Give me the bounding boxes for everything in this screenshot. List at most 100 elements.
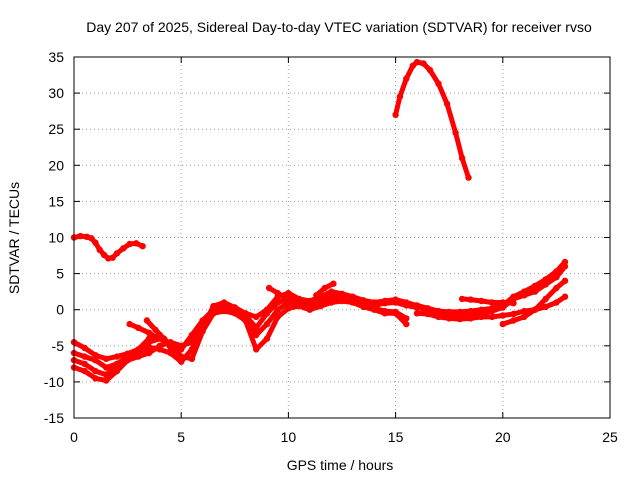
data-point [77, 232, 84, 240]
data-point [499, 320, 506, 328]
data-point [313, 292, 320, 299]
data-point [521, 307, 528, 315]
data-point [306, 297, 313, 305]
data-point [96, 246, 103, 253]
data-point [510, 300, 517, 307]
y-tick-label: 5 [56, 266, 64, 282]
data-point [81, 353, 88, 360]
data-point [113, 362, 121, 370]
data-point [265, 284, 273, 292]
y-tick-label: -5 [52, 338, 65, 354]
data-point [542, 295, 549, 303]
x-tick-label: 15 [388, 429, 404, 445]
data-point [561, 277, 569, 284]
data-point [424, 305, 431, 312]
data-point [169, 348, 176, 355]
data-point [274, 289, 281, 297]
data-point [435, 307, 442, 315]
data-point [124, 355, 131, 362]
y-tick-label: 20 [48, 157, 64, 173]
data-point [413, 302, 421, 309]
data-point [435, 313, 442, 321]
x-axis-label: GPS time / hours [287, 457, 394, 473]
x-tick-label: 25 [602, 429, 618, 445]
x-tick-label: 0 [70, 429, 78, 445]
data-point [392, 111, 399, 119]
data-series [70, 58, 569, 384]
data-point [126, 240, 133, 248]
data-point [145, 349, 153, 357]
data-point [531, 282, 539, 290]
data-point [392, 308, 399, 316]
data-point [126, 320, 133, 328]
data-point [553, 284, 560, 292]
data-point [178, 358, 185, 365]
data-point [381, 297, 389, 305]
data-point [396, 93, 404, 100]
data-point [360, 302, 367, 309]
x-tick-label: 10 [281, 429, 297, 445]
data-point [139, 243, 146, 250]
data-point [92, 367, 99, 375]
data-point [263, 335, 271, 342]
data-point [145, 329, 153, 336]
data-point [81, 367, 88, 375]
y-tick-label: 30 [48, 85, 64, 101]
data-point [103, 355, 110, 362]
data-point [135, 348, 142, 355]
data-point [253, 313, 260, 321]
data-point [531, 288, 539, 295]
data-point [295, 295, 303, 303]
series-arc-g [413, 293, 569, 323]
data-point [274, 306, 281, 313]
data-point [81, 360, 88, 368]
data-point [488, 305, 496, 312]
data-point [283, 295, 290, 303]
data-point [531, 306, 539, 313]
data-point [100, 251, 108, 258]
data-point [435, 80, 442, 87]
data-point [499, 312, 506, 319]
data-point [488, 313, 496, 321]
series-arc-j [313, 280, 337, 299]
data-point [465, 174, 472, 181]
data-point [188, 346, 196, 353]
data-point [317, 299, 324, 306]
series-trace [144, 318, 176, 355]
data-point [458, 154, 466, 162]
data-point [220, 305, 228, 312]
data-point [88, 235, 95, 242]
data-point [403, 320, 410, 328]
plot-frame [73, 56, 611, 419]
data-point [321, 284, 328, 292]
data-point [456, 315, 464, 323]
data-point [403, 315, 410, 322]
y-tick-label: 15 [48, 193, 64, 209]
data-point [103, 371, 110, 378]
data-point [521, 313, 528, 321]
data-point [510, 317, 517, 324]
data-point [263, 320, 271, 328]
data-point [220, 299, 228, 306]
data-point [92, 357, 99, 364]
data-point [413, 310, 421, 317]
data-point [478, 313, 485, 321]
data-point [156, 342, 163, 349]
data-point [542, 303, 549, 310]
data-point [553, 268, 560, 275]
series-trace [127, 321, 161, 342]
series-arc-h [499, 277, 569, 328]
data-point [92, 375, 99, 382]
series-arc-k [265, 284, 290, 303]
y-tick-label: -15 [44, 410, 64, 426]
data-point [381, 307, 389, 315]
data-point [103, 377, 110, 384]
data-point [499, 299, 506, 306]
data-point [295, 300, 303, 308]
data-point [553, 299, 560, 306]
data-point [92, 352, 99, 359]
data-point [135, 324, 142, 331]
data-point [109, 254, 116, 261]
data-point [488, 299, 496, 306]
series-arc-early-high [70, 232, 146, 262]
